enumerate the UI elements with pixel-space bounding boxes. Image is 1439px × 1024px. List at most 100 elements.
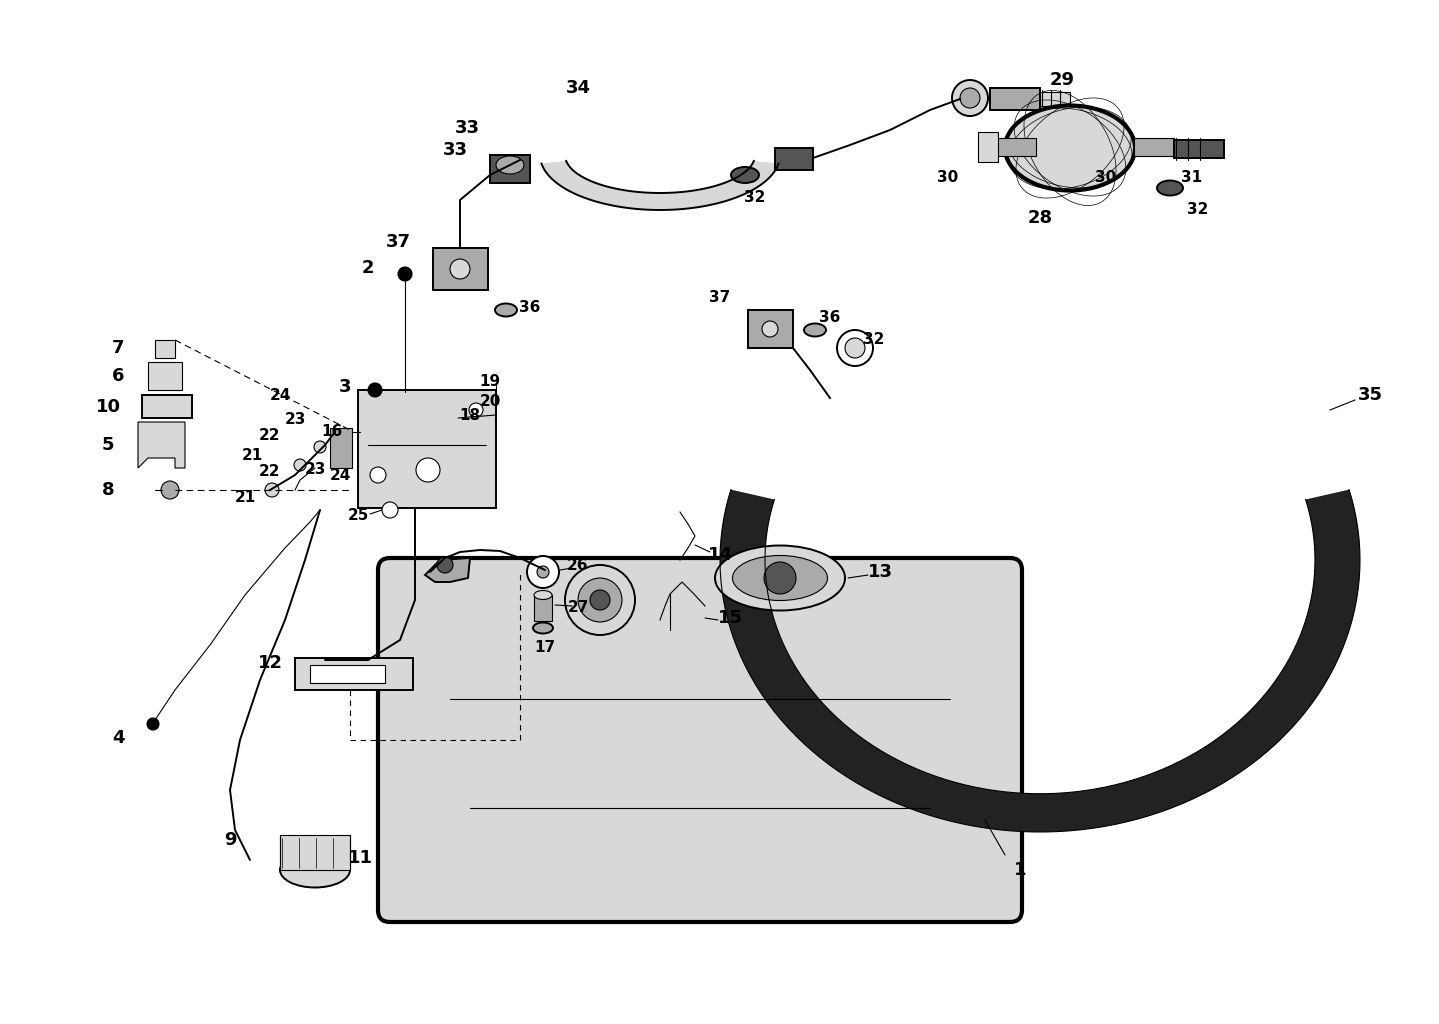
- Text: 5: 5: [102, 436, 114, 454]
- Circle shape: [469, 403, 484, 417]
- Polygon shape: [720, 489, 1360, 831]
- Text: 32: 32: [863, 333, 885, 347]
- Bar: [990, 88, 1040, 110]
- Text: 16: 16: [321, 425, 342, 439]
- Text: 36: 36: [819, 310, 840, 326]
- Ellipse shape: [281, 853, 350, 888]
- Bar: [979, 132, 999, 162]
- Bar: [1134, 138, 1174, 156]
- Circle shape: [763, 321, 778, 337]
- Polygon shape: [541, 161, 778, 210]
- Text: 15: 15: [718, 609, 743, 627]
- Bar: [534, 595, 553, 621]
- Text: 21: 21: [235, 490, 256, 506]
- Ellipse shape: [1157, 180, 1183, 196]
- Ellipse shape: [495, 303, 517, 316]
- Text: 33: 33: [455, 119, 479, 137]
- Text: 4: 4: [112, 729, 124, 746]
- Ellipse shape: [1004, 105, 1135, 190]
- Ellipse shape: [732, 555, 827, 600]
- Circle shape: [437, 557, 453, 573]
- Bar: [1040, 92, 1071, 106]
- Text: 2: 2: [361, 259, 374, 278]
- Text: 10: 10: [95, 398, 121, 416]
- Circle shape: [578, 578, 622, 622]
- Circle shape: [953, 80, 989, 116]
- Bar: [295, 658, 413, 690]
- Ellipse shape: [496, 156, 524, 174]
- Text: 32: 32: [744, 190, 766, 206]
- Text: 30: 30: [1095, 171, 1117, 185]
- Circle shape: [314, 441, 327, 453]
- Ellipse shape: [804, 324, 826, 337]
- Circle shape: [960, 88, 980, 108]
- Text: 18: 18: [459, 408, 481, 423]
- Bar: [358, 390, 496, 508]
- Text: 19: 19: [479, 375, 501, 389]
- Bar: [491, 155, 530, 183]
- Text: 6: 6: [112, 367, 124, 385]
- Circle shape: [381, 502, 399, 518]
- Text: 23: 23: [285, 413, 305, 427]
- Text: 24: 24: [330, 468, 351, 482]
- Circle shape: [399, 267, 412, 281]
- Text: 37: 37: [709, 291, 731, 305]
- Text: 29: 29: [1049, 71, 1075, 89]
- Bar: [776, 148, 813, 170]
- Text: 20: 20: [479, 394, 501, 410]
- Circle shape: [161, 481, 178, 499]
- Circle shape: [566, 565, 635, 635]
- Text: 27: 27: [567, 600, 589, 615]
- Bar: [433, 248, 488, 290]
- Text: 37: 37: [386, 233, 410, 251]
- Text: 28: 28: [1027, 209, 1052, 227]
- Text: 12: 12: [258, 654, 282, 672]
- Text: 17: 17: [534, 640, 555, 655]
- Circle shape: [368, 383, 381, 397]
- Text: 25: 25: [347, 509, 368, 523]
- Text: 11: 11: [347, 849, 373, 867]
- Text: 24: 24: [269, 387, 291, 402]
- Text: 26: 26: [567, 558, 589, 573]
- Text: 30: 30: [937, 171, 958, 185]
- Text: 7: 7: [112, 339, 124, 357]
- Polygon shape: [155, 340, 176, 358]
- Circle shape: [265, 483, 279, 497]
- Polygon shape: [142, 395, 191, 418]
- Circle shape: [294, 459, 307, 471]
- Circle shape: [370, 467, 386, 483]
- Polygon shape: [148, 362, 181, 390]
- Bar: [281, 835, 350, 870]
- Text: 22: 22: [259, 465, 281, 479]
- Text: 3: 3: [338, 378, 351, 396]
- Text: 32: 32: [1187, 203, 1209, 217]
- Circle shape: [416, 458, 440, 482]
- Text: 33: 33: [443, 141, 468, 159]
- Circle shape: [450, 259, 471, 279]
- Ellipse shape: [731, 167, 758, 183]
- Text: 23: 23: [304, 463, 325, 477]
- Bar: [309, 665, 386, 683]
- Text: 35: 35: [1357, 386, 1383, 404]
- Text: 21: 21: [242, 447, 263, 463]
- Text: 31: 31: [1181, 171, 1203, 185]
- Bar: [748, 310, 793, 348]
- Text: 13: 13: [868, 563, 892, 581]
- Polygon shape: [425, 558, 471, 582]
- Bar: [996, 138, 1036, 156]
- Circle shape: [590, 590, 610, 610]
- Text: 36: 36: [519, 300, 541, 315]
- Ellipse shape: [715, 546, 845, 610]
- Circle shape: [527, 556, 558, 588]
- Text: 8: 8: [102, 481, 114, 499]
- Ellipse shape: [532, 623, 553, 634]
- Circle shape: [147, 718, 158, 730]
- Text: 9: 9: [223, 831, 236, 849]
- Bar: [330, 428, 353, 468]
- Circle shape: [537, 566, 550, 578]
- Text: 14: 14: [708, 546, 732, 564]
- Circle shape: [764, 562, 796, 594]
- Text: 1: 1: [1013, 861, 1026, 879]
- Text: 22: 22: [259, 427, 281, 442]
- Text: 34: 34: [566, 79, 590, 97]
